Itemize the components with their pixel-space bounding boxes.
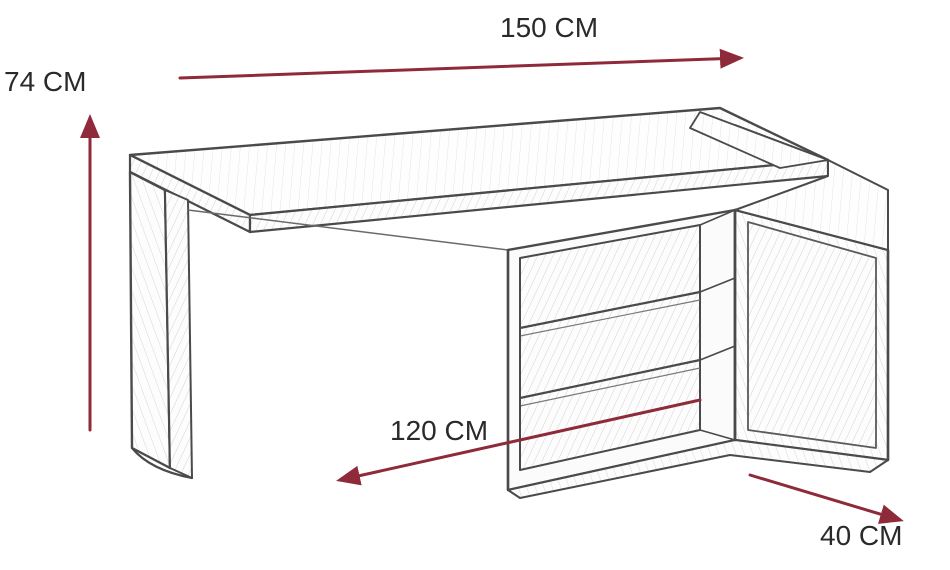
arrow-width-top	[180, 58, 740, 78]
arrow-cab-depth	[750, 475, 900, 520]
desk-sketch	[130, 108, 888, 498]
left-leg	[130, 172, 170, 468]
cabinet-door	[748, 222, 876, 448]
diagram-svg	[0, 0, 950, 570]
